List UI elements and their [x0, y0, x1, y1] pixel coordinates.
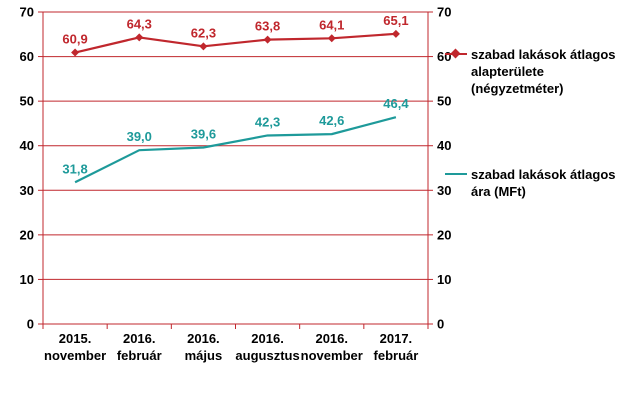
- legend-label-price-line1: szabad lakások átlagos: [471, 167, 616, 182]
- series-line-1: [74, 116, 397, 184]
- data-label: 39,0: [127, 129, 152, 144]
- y-right-tick-label: 0: [437, 317, 444, 332]
- x-tick-label: 2016.: [251, 331, 284, 346]
- x-tick-label: május: [185, 348, 223, 363]
- legend-label-area-line3: (négyzetméter): [471, 81, 564, 96]
- y-right-tick-label: 20: [437, 227, 451, 242]
- data-label: 42,6: [319, 113, 344, 128]
- series-line-0: [74, 32, 396, 54]
- x-tick-label: február: [117, 348, 162, 363]
- y-right-tick-label: 50: [437, 94, 451, 109]
- x-tick-label: 2017.: [380, 331, 413, 346]
- y-left-tick-label: 60: [20, 49, 34, 64]
- data-point-marker: [71, 48, 80, 57]
- legend-label-area-line1: szabad lakások átlagos: [471, 47, 616, 62]
- axes: [38, 11, 433, 329]
- legend-label-price-line2: ára (MFt): [471, 184, 526, 199]
- x-tick-label: november: [301, 348, 363, 363]
- y-left-tick-label: 40: [20, 138, 34, 153]
- data-label: 46,4: [383, 96, 409, 111]
- y-left-tick-label: 30: [20, 183, 34, 198]
- x-tick-label: november: [44, 348, 106, 363]
- x-tick-label: 2015.: [59, 331, 92, 346]
- data-label: 65,1: [383, 13, 408, 28]
- data-point-marker: [135, 33, 144, 42]
- legend-label-area-line2: alapterülete: [471, 64, 544, 79]
- y-left-tick-label: 20: [20, 227, 34, 242]
- y-right-tick-label: 30: [437, 183, 451, 198]
- legend-item-price: szabad lakások átlagos ára (MFt): [445, 166, 631, 200]
- data-label: 62,3: [191, 25, 216, 40]
- data-label: 64,1: [319, 17, 344, 32]
- data-label: 39,6: [191, 126, 216, 141]
- data-point-marker: [391, 29, 400, 38]
- data-labels: 60,9 64,3 62,3 63,8 64,1 65,1 31,8 39,0 39,6 42,3…: [62, 13, 409, 176]
- y-right-tick-label: 40: [437, 138, 451, 153]
- x-tick-label: február: [374, 348, 419, 363]
- legend-swatch-price: [445, 173, 467, 175]
- y-axis-left-ticks: 0 10 20 30 40 50 60 70: [20, 5, 34, 332]
- y-right-tick-label: 70: [437, 5, 451, 20]
- data-label: 64,3: [127, 16, 152, 31]
- y-axis-right-ticks: 0 10 20 30 40 50 60 70: [437, 5, 451, 332]
- y-right-tick-label: 60: [437, 49, 451, 64]
- x-axis-ticks: 2015. november 2016. február 2016. május 2016.…: [44, 331, 418, 363]
- x-tick-label: 2016.: [187, 331, 220, 346]
- y-left-tick-label: 50: [20, 94, 34, 109]
- y-right-tick-label: 10: [437, 272, 451, 287]
- y-left-tick-label: 0: [27, 317, 34, 332]
- y-left-tick-label: 70: [20, 5, 34, 20]
- data-point-marker: [263, 35, 272, 44]
- data-label: 31,8: [62, 161, 87, 176]
- x-tick-label: 2016.: [315, 331, 348, 346]
- x-tick-label: 2016.: [123, 331, 156, 346]
- x-tick-label: augusztus: [235, 348, 299, 363]
- data-label: 63,8: [255, 19, 280, 34]
- data-point-marker: [327, 34, 336, 43]
- series-group: [71, 29, 400, 184]
- y-left-tick-label: 10: [20, 272, 34, 287]
- data-label: 42,3: [255, 114, 280, 129]
- legend-item-area: szabad lakások átlagos alapterülete (nég…: [445, 46, 631, 97]
- data-label: 60,9: [62, 32, 87, 47]
- data-point-marker: [199, 42, 208, 51]
- gridlines: [43, 11, 428, 280]
